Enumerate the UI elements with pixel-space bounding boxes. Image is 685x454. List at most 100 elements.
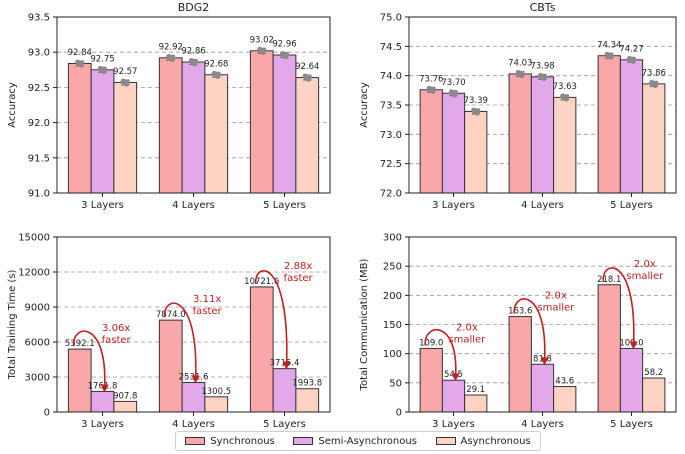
y-tick-label: 72.5	[380, 159, 402, 170]
data-label: 3715.4	[270, 359, 300, 369]
data-label: 92.92	[159, 42, 183, 52]
y-tick-label: 300	[383, 233, 402, 244]
bar-asynchronous	[464, 110, 488, 194]
bar-synchronous	[158, 57, 183, 194]
data-label: 1761.8	[88, 381, 118, 391]
data-label: 218.1	[597, 275, 621, 285]
y-tick-label: 93.0	[28, 48, 50, 59]
y-axis-label: Total Communication (MB)	[359, 258, 370, 391]
bar-synchronous	[597, 55, 621, 194]
data-label: 74.27	[619, 44, 643, 54]
chart-panel-3: 0 3000 6000 9000 12000 15000 5392.1 7874.0 10721…	[7, 233, 331, 430]
bar-semi-asynchronous	[530, 76, 555, 194]
y-tick-label: 3000	[25, 373, 50, 384]
data-label: 907.8	[113, 391, 137, 401]
bar-asynchronous	[113, 400, 138, 413]
chart-title: BDG2	[178, 1, 210, 14]
bar-asynchronous	[642, 83, 666, 194]
y-tick-label: 92.0	[28, 118, 50, 129]
annotation-text: smaller	[537, 303, 575, 314]
x-tick-label: 3 Layers	[81, 200, 124, 211]
y-tick-label: 74.0	[380, 71, 402, 82]
data-label: 54.5	[444, 370, 463, 380]
y-tick-label: 72.0	[380, 189, 402, 200]
run-point	[281, 52, 288, 58]
y-axis-label: Accuracy	[7, 82, 18, 128]
data-label: 73.98	[530, 61, 554, 71]
bar-asynchronous	[113, 81, 138, 194]
speedup-arrow	[602, 267, 638, 350]
bar-semi-asynchronous	[441, 379, 466, 413]
legend-swatch-asynchronous	[435, 437, 456, 445]
run-point	[628, 57, 635, 63]
chart-panel-2: 72.0 72.5 73.0 73.5 74.0 74.5 75.0 73.76 74.03 74…	[359, 1, 677, 211]
data-label: 92.86	[181, 47, 205, 57]
data-label: 81.8	[533, 354, 552, 364]
x-tick-label: 4 Layers	[521, 419, 564, 430]
run-point	[473, 108, 479, 115]
y-tick-label: 12000	[18, 268, 50, 279]
x-tick-label: 4 Layers	[172, 419, 215, 430]
bar-synchronous	[419, 89, 443, 194]
data-label: 5392.1	[65, 339, 95, 349]
x-tick-label: 5 Layers	[610, 419, 653, 430]
speedup-arrow	[254, 270, 291, 370]
bar-asynchronous	[642, 377, 666, 413]
bar-semi-asynchronous	[441, 92, 466, 194]
data-label: 73.63	[553, 82, 577, 92]
legend-item-asynchronous: Asynchronous	[435, 436, 531, 447]
data-label: 73.39	[464, 96, 488, 106]
data-label: 92.75	[90, 54, 114, 64]
run-point	[77, 60, 83, 67]
legend: Synchronous Semi-Asynchronous Asynchrono…	[175, 431, 541, 451]
run-point	[562, 94, 568, 100]
y-tick-label: 9000	[25, 303, 50, 314]
run-point	[99, 67, 106, 73]
run-point	[539, 74, 546, 80]
run-point	[190, 59, 197, 65]
y-tick-label: 93.5	[28, 13, 50, 24]
y-tick-label: 91.5	[28, 153, 50, 164]
bar-synchronous	[67, 62, 92, 194]
annotation-text: smaller	[626, 271, 664, 282]
chart-panel-4: 0 50 100 150 200 250 300 109.0 163.6 218.1 54.5 81.…	[359, 233, 677, 430]
x-tick-label: 5 Layers	[610, 200, 653, 211]
bar-synchronous	[508, 316, 532, 413]
bar-asynchronous	[295, 77, 320, 194]
annotation-ratio: 3.06x	[102, 323, 130, 334]
y-axis-label: Accuracy	[359, 82, 370, 128]
bar-synchronous	[597, 284, 621, 413]
run-point	[651, 81, 657, 87]
run-point	[213, 72, 219, 78]
x-tick-label: 4 Layers	[521, 200, 564, 211]
annotation-ratio: 2.0x	[456, 322, 478, 333]
x-tick-label: 3 Layers	[81, 419, 124, 430]
bar-semi-asynchronous	[619, 347, 644, 413]
data-label: 7874.0	[156, 310, 186, 320]
y-tick-label: 92.5	[28, 83, 50, 94]
axes-frame	[408, 236, 677, 413]
bar-asynchronous	[464, 394, 488, 413]
speedup-arrow	[163, 302, 200, 384]
data-label: 92.96	[272, 40, 296, 50]
annotation-text: smaller	[448, 334, 486, 345]
axes-frame	[56, 16, 331, 194]
data-label: 2531.6	[179, 372, 209, 382]
bar-synchronous	[249, 286, 274, 413]
bar-synchronous	[158, 319, 183, 413]
data-label: 92.57	[113, 67, 137, 77]
bar-semi-asynchronous	[90, 390, 115, 413]
chart-panel-1: 91.091.592.092.593.093.592.8492.9293.029…	[7, 1, 331, 211]
axes-frame	[56, 236, 331, 413]
y-tick-label: 75.0	[380, 13, 402, 24]
run-point	[606, 53, 612, 59]
legend-label-synchronous: Synchronous	[210, 435, 275, 447]
annotation-text: faster	[193, 306, 223, 317]
data-label: 163.6	[508, 307, 532, 317]
x-tick-label: 4 Layers	[172, 200, 215, 211]
annotation-ratio: 2.0x	[545, 291, 567, 302]
data-label: 92.64	[295, 62, 319, 72]
data-label: 43.6	[555, 377, 574, 387]
data-label: 93.02	[250, 35, 274, 45]
data-label: 73.86	[642, 68, 666, 78]
